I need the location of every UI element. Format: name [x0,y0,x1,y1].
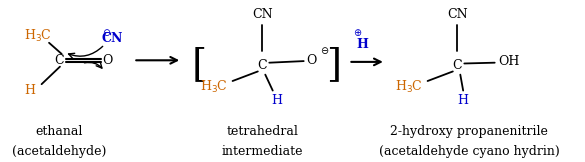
Text: ]: ] [326,47,342,84]
Text: CN: CN [101,32,123,45]
Text: H: H [271,94,282,107]
Text: [: [ [192,47,207,84]
Text: H: H [25,84,35,97]
Text: CN: CN [252,8,273,21]
Text: C: C [257,59,267,72]
Text: intermediate: intermediate [222,145,303,158]
Text: 2-hydroxy propanenitrile: 2-hydroxy propanenitrile [390,125,548,139]
Text: H$_3$C: H$_3$C [25,28,52,44]
Text: (acetaldehyde): (acetaldehyde) [12,145,106,158]
Text: tetrahedral: tetrahedral [226,125,298,139]
Text: C: C [54,54,64,67]
Text: H: H [357,38,369,51]
Text: ⊖: ⊖ [321,46,328,56]
Text: H$_3$C: H$_3$C [395,79,422,95]
Text: CN: CN [447,8,468,21]
Text: C: C [453,59,462,72]
Text: ⊖: ⊖ [102,28,111,38]
Text: OH: OH [498,55,519,68]
Text: ethanal: ethanal [35,125,82,139]
Text: O: O [102,54,113,67]
Text: H$_3$C: H$_3$C [199,79,228,95]
Text: H: H [457,94,469,107]
Text: ⊕: ⊕ [353,28,361,38]
Text: O: O [306,54,316,67]
Text: (acetaldehyde cyano hydrin): (acetaldehyde cyano hydrin) [378,145,559,158]
